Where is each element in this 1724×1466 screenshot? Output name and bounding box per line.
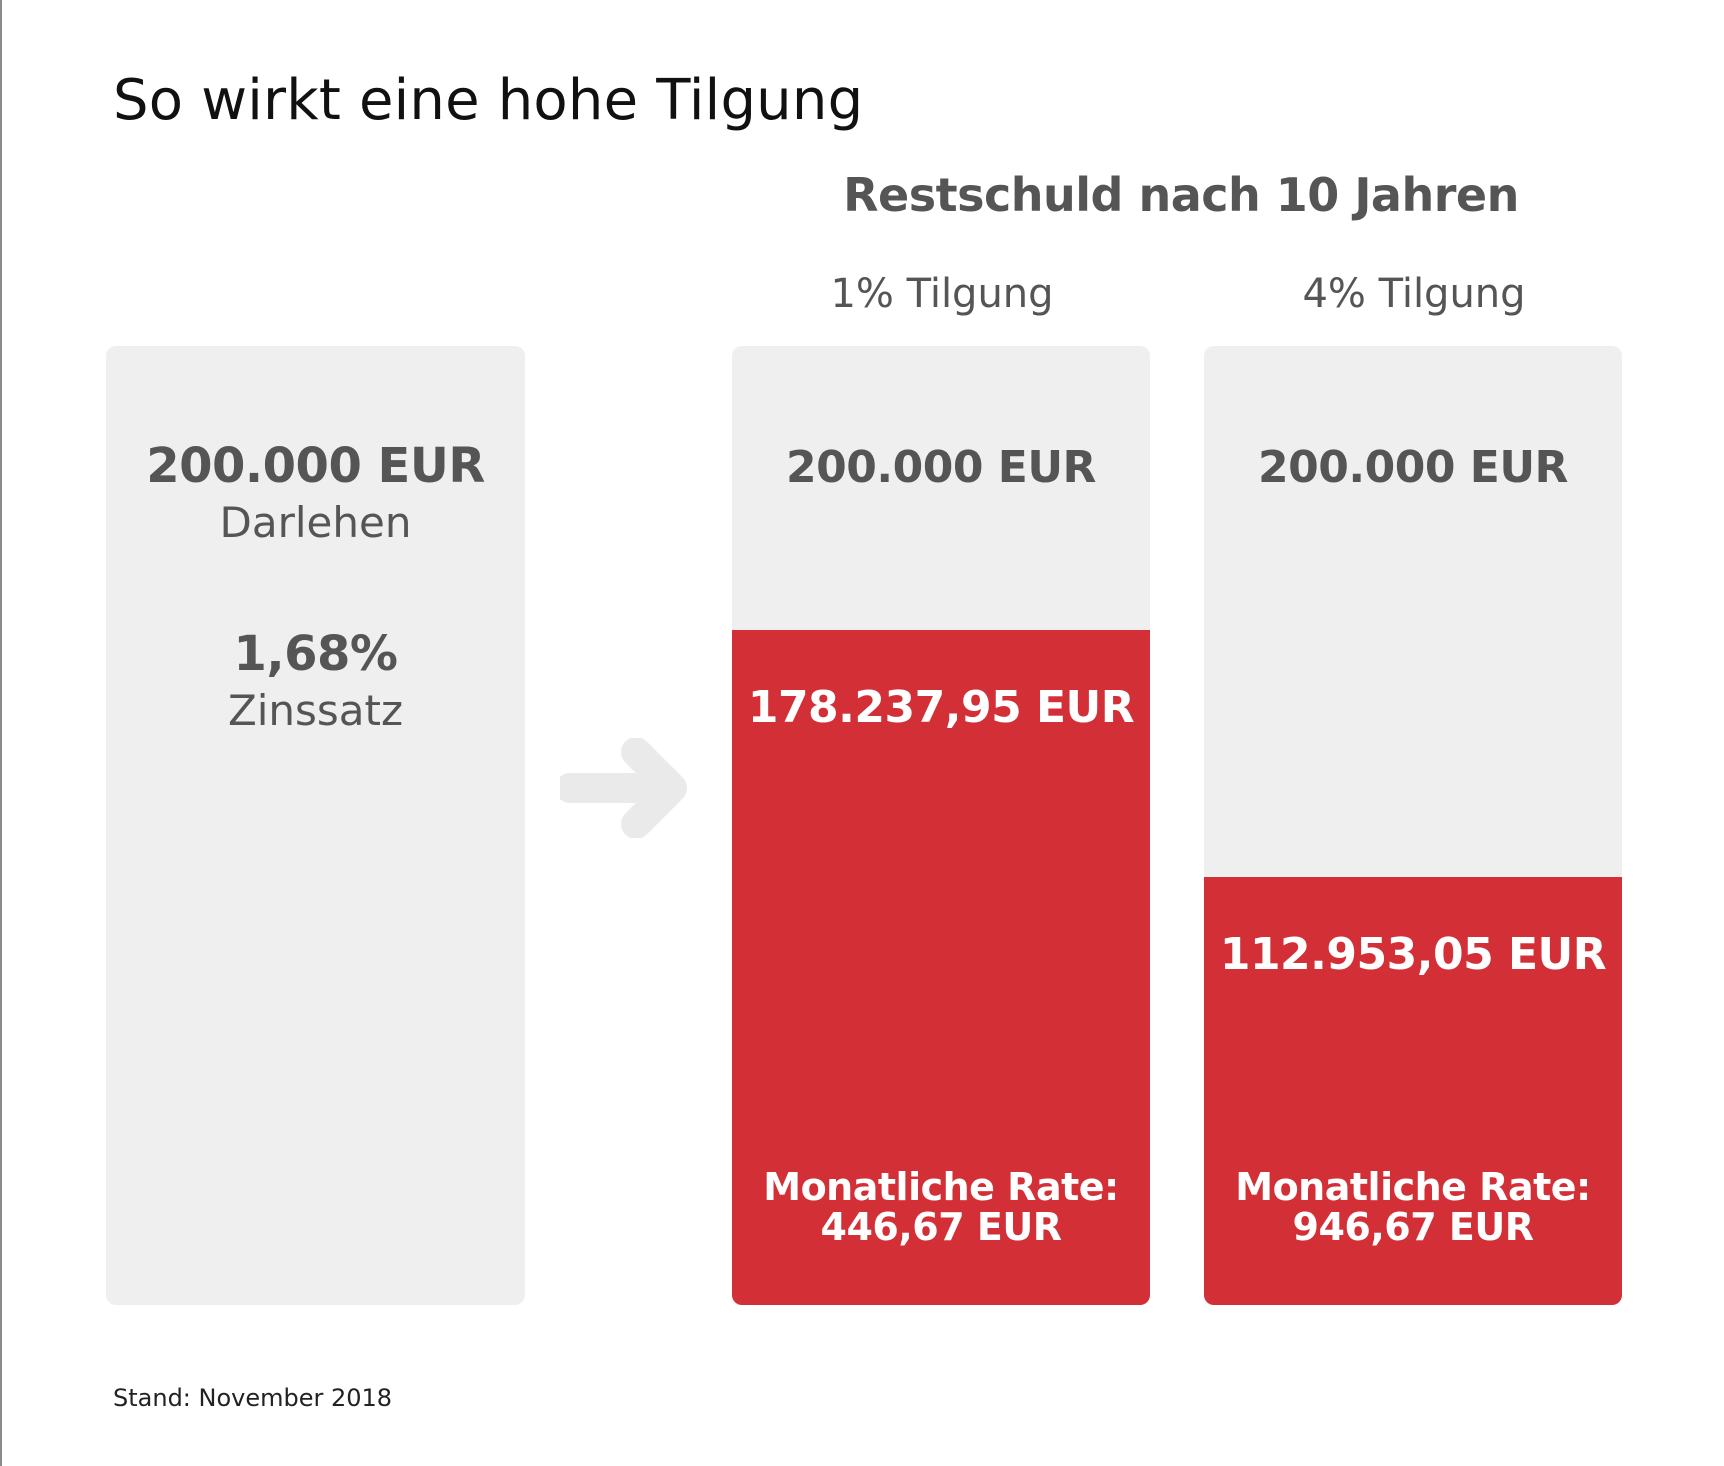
remaining-debt-value-2: 112.953,05 EUR bbox=[1219, 929, 1607, 980]
arrow-right-icon-path bbox=[560, 738, 687, 838]
bar-card-2: 200.000 EUR 112.953,05 EUR Monatliche Ra… bbox=[1204, 346, 1622, 1305]
monthly-rate-label-1: Monatliche Rate: bbox=[763, 1165, 1119, 1209]
monthly-rate-label-2: Monatliche Rate: bbox=[1235, 1165, 1591, 1209]
interest-rate-label: Zinssatz bbox=[227, 686, 404, 735]
remaining-debt-bar-2: 112.953,05 EUR bbox=[1204, 877, 1622, 1305]
category-label-2: 4% Tilgung bbox=[1302, 271, 1526, 317]
monthly-rate-2: Monatliche Rate: 946,67 EUR bbox=[1204, 1167, 1622, 1247]
loan-card: 200.000 EUR Darlehen 1,68% Zinssatz bbox=[106, 346, 525, 1305]
chart-title: Restschuld nach 10 Jahren bbox=[843, 168, 1519, 222]
interest-rate: 1,68% bbox=[233, 626, 398, 682]
monthly-rate-value-1: 446,67 EUR bbox=[820, 1205, 1062, 1249]
frame-border bbox=[0, 0, 2, 1466]
loan-total-label-1: 200.000 EUR bbox=[786, 442, 1096, 493]
remaining-debt-bar-1: 178.237,95 EUR bbox=[732, 630, 1150, 1305]
remaining-debt-value-1: 178.237,95 EUR bbox=[747, 682, 1135, 733]
category-label-1: 1% Tilgung bbox=[830, 271, 1054, 317]
footnote: Stand: November 2018 bbox=[113, 1384, 393, 1412]
monthly-rate-value-2: 946,67 EUR bbox=[1292, 1205, 1534, 1249]
loan-amount: 200.000 EUR bbox=[146, 438, 485, 494]
arrow-right-icon bbox=[560, 738, 687, 838]
bar-card-1: 200.000 EUR 178.237,95 EUR Monatliche Ra… bbox=[732, 346, 1150, 1305]
page-title: So wirkt eine hohe Tilgung bbox=[113, 68, 864, 133]
loan-amount-label: Darlehen bbox=[219, 498, 412, 547]
monthly-rate-1: Monatliche Rate: 446,67 EUR bbox=[732, 1167, 1150, 1247]
loan-total-label-2: 200.000 EUR bbox=[1258, 442, 1568, 493]
